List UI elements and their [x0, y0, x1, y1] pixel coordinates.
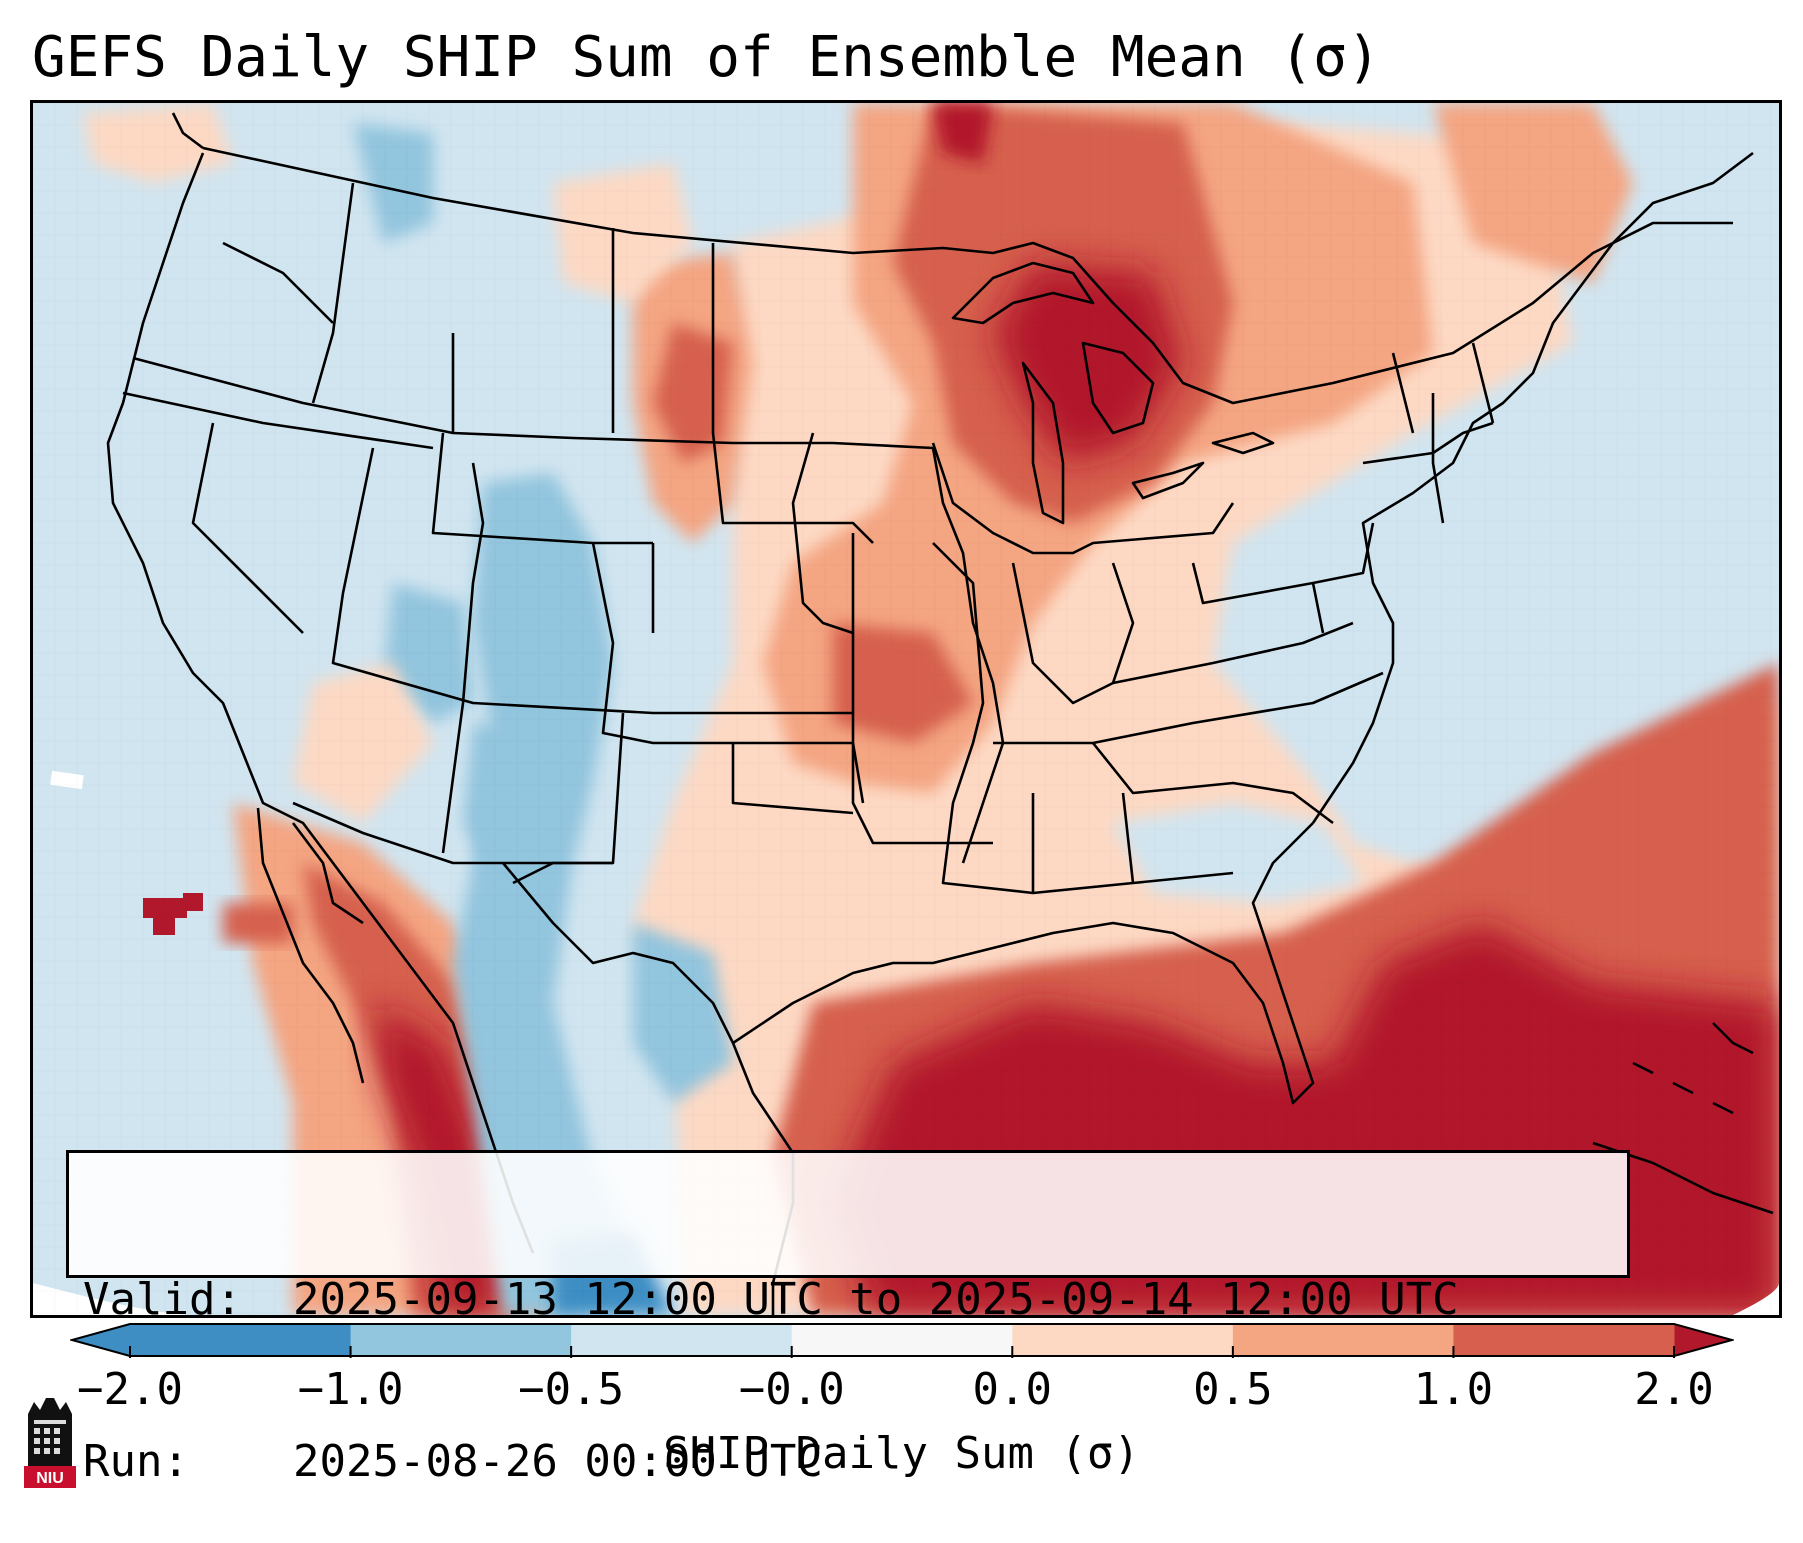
colorbar-segment	[1012, 1324, 1234, 1356]
valid-value: 2025-09-13 12:00 UTC to 2025-09-14 12:00…	[293, 1274, 1459, 1325]
colorbar-tick-label: 2.0	[1634, 1364, 1714, 1415]
colorbar-segment	[1232, 1324, 1454, 1356]
canada-border	[202, 146, 1733, 405]
colorbar-tick-label: 1.0	[1413, 1364, 1494, 1415]
colorbar-extend-min	[72, 1324, 130, 1356]
boundaries	[106, 112, 1774, 1315]
niu-building-logo: NIU	[24, 1398, 76, 1488]
colorbar-segment	[350, 1324, 572, 1356]
colorbar-extend-max	[1674, 1324, 1732, 1356]
lake-superior	[951, 261, 1095, 325]
lake-michigan	[1021, 361, 1065, 525]
run-line: Run: 2025-08-26 00:00 UTC	[83, 1435, 1627, 1489]
lake-erie	[1131, 461, 1205, 500]
colorbar-segment	[791, 1324, 1013, 1356]
lake-huron	[1081, 341, 1155, 435]
run-label: Run:	[83, 1436, 189, 1487]
colorbar-segments	[70, 1323, 1734, 1357]
colorbar-tick-label: −1.0	[297, 1364, 404, 1415]
lake-ontario	[1211, 431, 1275, 455]
colorbar-tick-label: −0.5	[518, 1364, 625, 1415]
logo-text: NIU	[36, 1470, 64, 1487]
colorbar-segment	[571, 1324, 793, 1356]
map-canvas	[33, 103, 1779, 1315]
page-title: GEFS Daily SHIP Sum of Ensemble Mean (σ)	[32, 25, 1381, 90]
colorbar-tick-label: 0.5	[1193, 1364, 1273, 1415]
colorbar-segment	[130, 1324, 352, 1356]
valid-run-info-box: Valid: 2025-09-13 12:00 UTC to 2025-09-14…	[66, 1150, 1630, 1487]
atlantic-coast	[1311, 151, 1754, 824]
valid-line: Valid: 2025-09-13 12:00 UTC to 2025-09-14…	[83, 1273, 1627, 1327]
pacific-coast	[106, 152, 535, 1254]
run-value: 2025-08-26 00:00 UTC	[293, 1436, 823, 1487]
colorbar-segment	[1453, 1324, 1675, 1356]
colorbar-tick-label: −0.0	[738, 1364, 845, 1415]
colorbar-tick-label: −2.0	[77, 1364, 183, 1415]
colorbar	[70, 1323, 1734, 1358]
map-panel	[30, 100, 1782, 1318]
valid-label: Valid:	[83, 1274, 242, 1325]
colorbar-label: SHIP Daily Sum (σ)	[663, 1428, 1140, 1479]
colorbar-tick-label: 0.0	[972, 1364, 1053, 1415]
